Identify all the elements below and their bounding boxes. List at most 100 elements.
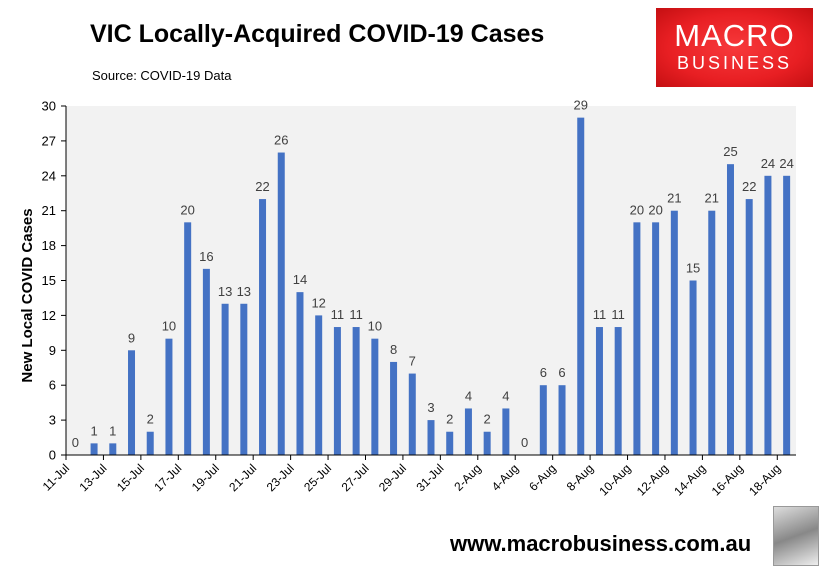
bar (408, 373, 416, 455)
x-tick-label: 25-Jul (301, 461, 334, 494)
data-label: 4 (502, 388, 509, 403)
y-tick-label: 21 (42, 203, 56, 218)
x-tick-label: 21-Jul (226, 461, 259, 494)
bar (90, 443, 98, 455)
bar (783, 175, 791, 456)
bar (128, 350, 136, 455)
wolf-logo-image (773, 506, 819, 566)
y-tick-label: 9 (49, 343, 56, 358)
bar (315, 315, 323, 455)
data-label: 21 (667, 191, 681, 206)
bar (296, 292, 304, 455)
data-label: 22 (742, 179, 756, 194)
data-label: 24 (761, 156, 775, 171)
bar (333, 327, 341, 455)
bar (726, 164, 734, 455)
bar (165, 338, 173, 455)
bar (109, 443, 117, 455)
data-label: 14 (293, 272, 307, 287)
y-axis-title: New Local COVID Cases (19, 208, 36, 382)
data-label: 16 (199, 249, 213, 264)
data-label: 1 (109, 423, 116, 438)
data-label: 22 (255, 179, 269, 194)
bar (483, 431, 491, 455)
x-tick-label: 19-Jul (189, 461, 222, 494)
bar (390, 361, 398, 455)
x-tick-label: 6-Aug (526, 461, 559, 494)
y-tick-label: 6 (49, 378, 56, 393)
bar (689, 280, 697, 455)
data-label: 20 (630, 202, 644, 217)
x-tick-label: 4-Aug (489, 461, 522, 494)
logo-line2: BUSINESS (676, 53, 793, 73)
data-label: 2 (484, 412, 491, 427)
y-tick-label: 3 (49, 413, 56, 428)
x-tick-label: 10-Aug (596, 461, 633, 498)
bar (614, 327, 622, 455)
data-label: 6 (540, 365, 547, 380)
data-label: 13 (237, 284, 251, 299)
bar (670, 210, 678, 455)
bar (595, 327, 603, 455)
data-label: 20 (180, 202, 194, 217)
website-url: www.macrobusiness.com.au (450, 531, 752, 556)
y-tick-label: 27 (42, 133, 56, 148)
data-label: 2 (147, 412, 154, 427)
x-tick-label: 15-Jul (114, 461, 147, 494)
x-tick-label: 29-Jul (376, 461, 409, 494)
data-label: 15 (686, 261, 700, 276)
x-tick-label: 2-Aug (451, 461, 484, 494)
bar (240, 303, 248, 455)
data-label: 7 (409, 354, 416, 369)
data-label: 6 (558, 365, 565, 380)
x-tick-label: 8-Aug (564, 461, 597, 494)
data-label: 0 (72, 435, 79, 450)
data-label: 4 (465, 388, 472, 403)
x-tick-label: 16-Aug (709, 461, 746, 498)
bar (371, 338, 379, 455)
bar (708, 210, 716, 455)
x-tick-label: 11-Jul (40, 461, 72, 493)
bar (633, 222, 641, 455)
data-label: 25 (723, 144, 737, 159)
data-label: 11 (331, 307, 345, 322)
bar (146, 431, 154, 455)
data-label: 10 (368, 319, 382, 334)
data-label: 12 (311, 295, 325, 310)
y-tick-label: 12 (42, 308, 56, 323)
data-label: 21 (705, 191, 719, 206)
bar (764, 175, 772, 456)
data-label: 11 (611, 307, 625, 322)
bar (184, 222, 192, 455)
bar (745, 199, 753, 455)
data-label: 10 (162, 319, 176, 334)
bar (221, 303, 229, 455)
data-label: 8 (390, 342, 397, 357)
bar (502, 408, 510, 455)
bar (558, 385, 566, 455)
data-label: 0 (521, 435, 528, 450)
logo-line1: MACRO (674, 18, 795, 53)
y-tick-label: 15 (42, 273, 56, 288)
x-tick-label: 13-Jul (77, 461, 110, 494)
bar (277, 152, 285, 456)
chart-title: VIC Locally-Acquired COVID-19 Cases (90, 20, 545, 48)
x-tick-label: 23-Jul (264, 461, 297, 494)
bar (446, 431, 454, 455)
macrobusiness-logo: MACRO BUSINESS (656, 8, 813, 87)
data-label: 20 (648, 202, 662, 217)
bar (539, 385, 547, 455)
bar (464, 408, 472, 455)
data-label: 1 (90, 423, 97, 438)
x-tick-label: 18-Aug (746, 461, 783, 498)
x-tick-label: 14-Aug (671, 461, 708, 498)
x-tick-label: 31-Jul (413, 461, 446, 494)
x-tick-label: 12-Aug (634, 461, 671, 498)
bar (652, 222, 660, 455)
bar (427, 420, 435, 455)
chart-subtitle: Source: COVID-19 Data (92, 68, 232, 83)
data-label: 24 (779, 156, 793, 171)
x-tick-label: 27-Jul (339, 461, 372, 494)
data-label: 2 (446, 412, 453, 427)
